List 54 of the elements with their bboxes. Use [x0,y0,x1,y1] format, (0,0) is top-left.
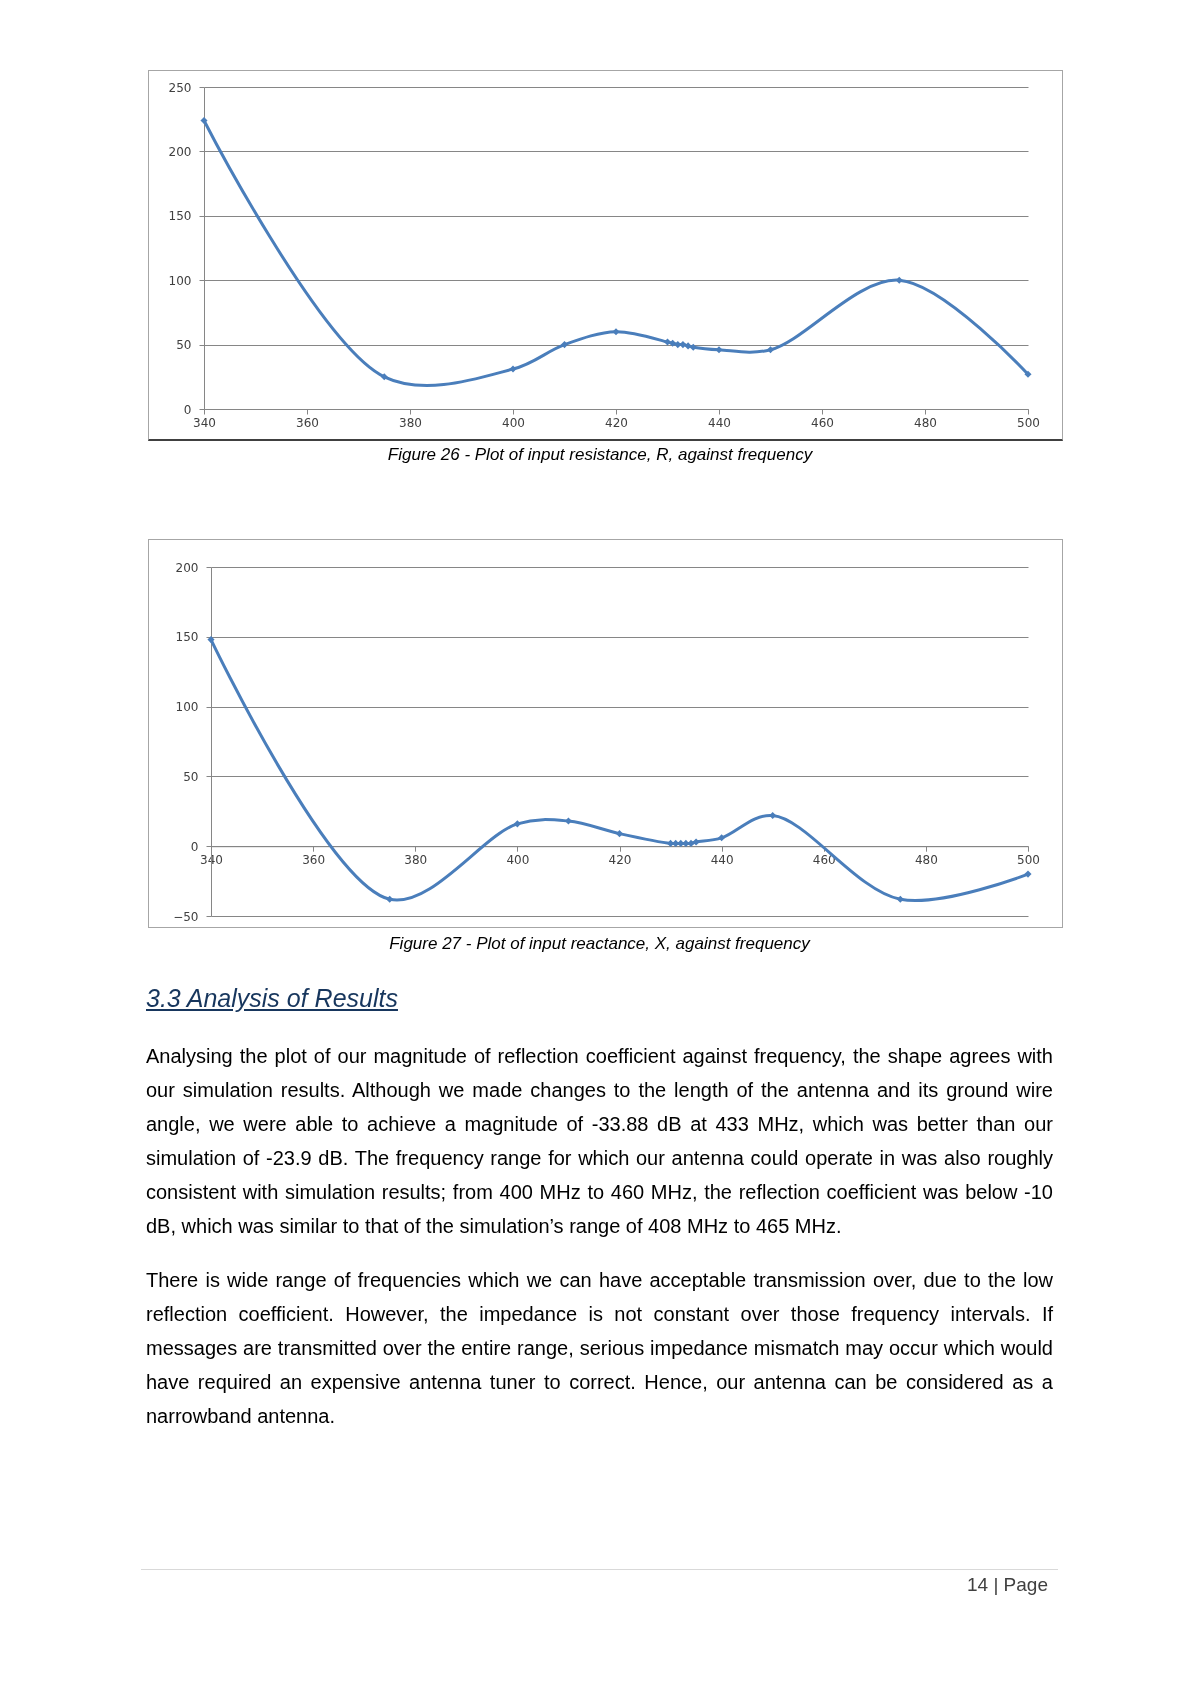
text: Figure 27 - Plot of input reactance, X, against frequency [389,934,812,953]
y-tick-label: 50 [183,769,199,784]
x-tick-label: 400 [506,852,530,867]
x-tick-label: 420 [608,852,632,867]
point [896,895,904,903]
point [718,834,726,842]
x-tick-label: 420 [605,415,628,430]
point [615,830,624,838]
y-tick-label: 100 [168,273,192,288]
x-tick-label: 400 [502,415,525,430]
y-tick-label: 200 [168,144,192,159]
text: There is wide range of frequencies which we can have acceptable transmission over, due to the low reflection coefficient. However, the impedance is not constant over those frequency intervals. If messages are transmitted over the entire range, serious impedance mismatch may occur which would have required an expensive antenna tuner to correct. Hence, our antenna can be considered as a narrowband antenna. [146,1268,1053,1429]
y-tick-label: 250 [168,80,192,95]
x-tick-label: 500 [1017,415,1040,430]
y-tick-label: 0 [183,402,192,417]
point [386,895,394,903]
point [895,276,903,284]
point [612,328,620,336]
point [380,373,388,381]
y-tick-label: 50 [176,338,192,353]
point [663,338,672,346]
point [692,838,700,846]
x-tick-label: 480 [914,415,937,430]
point [509,365,517,373]
y-tick-label: 100 [175,700,199,715]
point [513,820,521,828]
x-tick-label: 480 [914,852,938,867]
y-tick-label: −50 [173,909,199,924]
point [689,343,697,351]
x-tick-label: 460 [811,415,834,430]
point [200,116,208,125]
x-tick-label: 360 [302,852,326,867]
y-tick-label: 150 [175,630,199,645]
y-tick-label: 0 [190,839,199,854]
point [1024,870,1032,878]
x-tick-label: 440 [710,852,734,867]
point [1024,370,1032,378]
x-tick-label: 360 [296,415,319,430]
point [684,342,692,350]
x-tick-label: 340 [193,415,216,430]
point [769,811,777,820]
text: Analysing the plot of our magnitude of reflection coefficient against frequency, the shape agrees with our simulation results. Although we made changes to the length of the antenna and its ground wire angle, we were able to achieve a magnitude of -33.88 dB at 433 MHz, which was better than our simulation of -23.9 dB. The frequency range for which our antenna could operate in was also roughly consistent with simulation results; from 400 MHz to 460 MHz, the reflection coefficient was below -10 dB, which was similar to that of the simulation’s range of 408 MHz to 465 MHz. [146,1044,1053,1239]
text: 14 | Page [966,1573,1048,1597]
y-tick-label: 200 [175,560,199,575]
text: 3.3 Analysis of Results [146,983,399,1013]
x-tick-label: 380 [404,852,428,867]
point [560,341,569,349]
x-tick-label: 380 [399,415,422,430]
text: Figure 26 - Plot of input resistance, R, against frequency [387,445,814,464]
y-tick-label: 150 [168,209,192,224]
point [669,339,677,347]
point [766,346,775,354]
x-tick-label: 500 [1017,852,1040,867]
x-tick-label: 440 [708,415,731,430]
